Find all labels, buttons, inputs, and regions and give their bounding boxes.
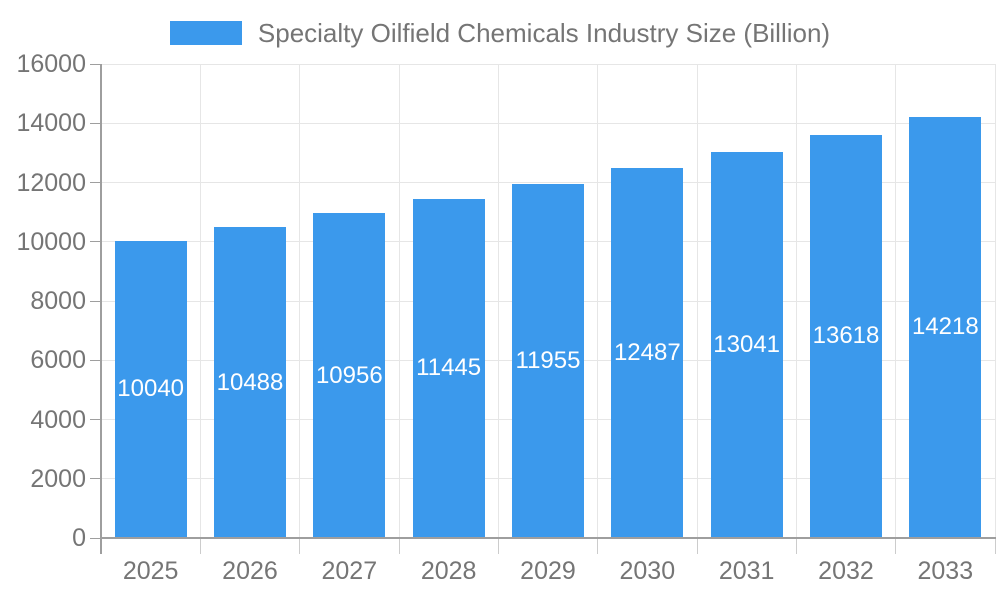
- bar-value-label: 11445: [416, 354, 482, 382]
- bar-value-label: 10040: [117, 375, 185, 403]
- x-gridline: [497, 64, 499, 538]
- x-gridline: [398, 64, 400, 538]
- y-tick: [90, 182, 101, 183]
- x-gridline: [597, 64, 599, 538]
- x-tick: [497, 538, 499, 554]
- bar[interactable]: 13618: [810, 134, 882, 538]
- bar-value-label: 11955: [515, 346, 581, 374]
- x-axis-line: [100, 537, 996, 539]
- x-tick-label: 2030: [619, 557, 676, 585]
- x-gridline: [795, 64, 797, 538]
- y-tick-label: 10000: [16, 227, 86, 256]
- x-gridline: [696, 64, 698, 538]
- x-tick-label: 2028: [420, 557, 477, 585]
- x-gridline: [994, 64, 996, 538]
- bar[interactable]: 10488: [214, 227, 286, 538]
- x-tick: [597, 538, 599, 554]
- x-tick: [795, 538, 797, 554]
- x-tick-label: 2026: [222, 557, 278, 585]
- y-axis-line: [100, 64, 102, 554]
- y-tick-label: 12000: [16, 168, 86, 197]
- y-tick-label: 16000: [16, 50, 86, 78]
- chart-legend[interactable]: Specialty Oilfield Chemicals Industry Si…: [0, 20, 1000, 46]
- bar[interactable]: 12487: [611, 168, 684, 538]
- y-tick-label: 4000: [30, 405, 86, 434]
- y-tick-label: 0: [72, 524, 86, 552]
- x-tick: [299, 538, 301, 554]
- x-tick-label: 2025: [122, 557, 179, 585]
- y-gridline: [101, 63, 995, 65]
- bar[interactable]: 14218: [909, 116, 982, 538]
- bar[interactable]: 10956: [313, 213, 386, 538]
- y-gridline: [101, 182, 995, 183]
- y-gridline: [101, 122, 995, 124]
- x-tick: [696, 538, 698, 554]
- x-gridline: [895, 64, 897, 538]
- bar[interactable]: 13041: [710, 151, 783, 538]
- bar-value-label: 14218: [911, 313, 979, 341]
- y-tick: [90, 241, 101, 243]
- y-tick: [90, 419, 101, 420]
- x-gridline: [199, 64, 201, 538]
- bar-value-label: 10488: [216, 368, 284, 396]
- y-tick-label: 6000: [30, 346, 86, 375]
- y-tick: [90, 478, 101, 480]
- x-tick: [199, 538, 201, 554]
- legend-label: Specialty Oilfield Chemicals Industry Si…: [257, 18, 831, 48]
- x-tick: [895, 538, 897, 554]
- y-tick: [90, 300, 101, 302]
- x-tick-label: 2033: [917, 557, 974, 585]
- x-tick: [994, 538, 996, 554]
- y-tick: [90, 359, 101, 361]
- x-gridline: [299, 64, 301, 538]
- bar-value-label: 10956: [315, 361, 383, 389]
- y-tick: [90, 63, 101, 65]
- legend-swatch: [169, 21, 242, 45]
- bar[interactable]: 10040: [114, 240, 187, 538]
- x-tick-label: 2032: [818, 557, 874, 585]
- y-tick-label: 8000: [30, 287, 86, 315]
- bar[interactable]: 11955: [512, 183, 584, 538]
- bar-value-label: 13041: [713, 330, 781, 358]
- bar-value-label: 12487: [613, 339, 681, 367]
- y-tick-label: 14000: [16, 109, 86, 138]
- bar-value-label: 13618: [812, 322, 880, 350]
- x-tick: [398, 538, 400, 554]
- y-tick: [90, 122, 101, 124]
- y-tick-label: 2000: [30, 464, 86, 493]
- bar[interactable]: 11445: [412, 198, 485, 538]
- x-tick-label: 2031: [718, 557, 775, 585]
- y-tick: [90, 537, 101, 539]
- x-tick-label: 2027: [321, 557, 378, 585]
- x-tick-label: 2029: [520, 557, 576, 585]
